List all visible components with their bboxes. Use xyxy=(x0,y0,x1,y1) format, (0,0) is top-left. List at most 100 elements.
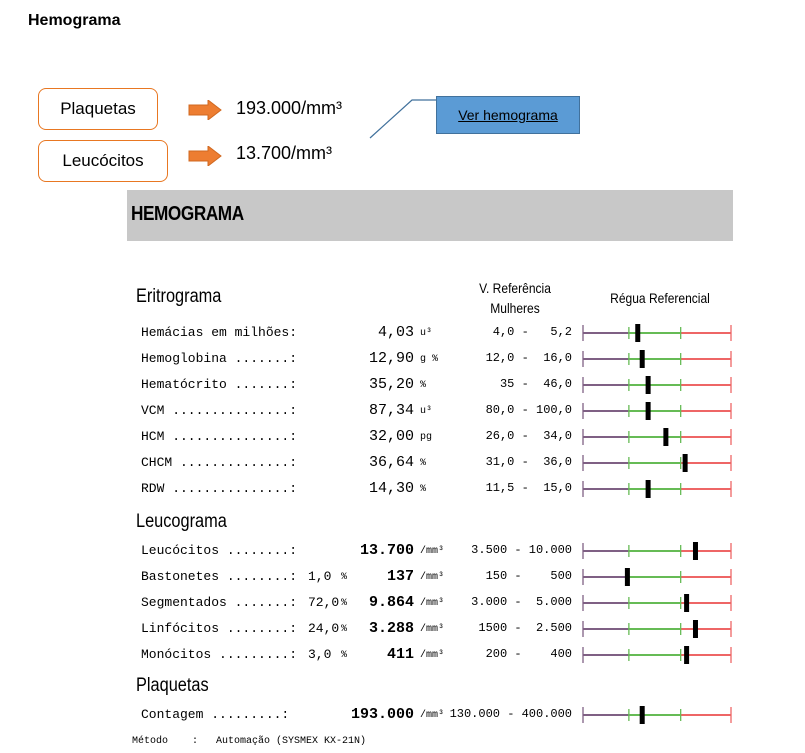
result-label: Contagem .........: xyxy=(141,707,290,722)
reference-range: 150 - 500 xyxy=(485,569,572,583)
ruler-marker xyxy=(624,568,630,586)
reference-range: 130.000 - 400.000 xyxy=(449,707,572,721)
result-percent: 72,0 xyxy=(308,595,340,610)
method-footer: Método : Automação (SYSMEX KX-21N) xyxy=(132,736,367,747)
result-unit: u³ xyxy=(420,328,433,339)
result-value: 3.288 xyxy=(368,620,414,637)
percent-sign: % xyxy=(341,598,348,609)
view-hemogram-button[interactable]: Ver hemograma xyxy=(436,96,580,134)
reference-ruler xyxy=(582,620,732,638)
arrow-right-icon xyxy=(188,146,222,166)
section-title: Eritrograma xyxy=(136,286,222,307)
platelets-label-box: Plaquetas xyxy=(38,88,158,130)
ruler-marker xyxy=(645,402,651,420)
result-label: RDW ...............: xyxy=(141,481,298,496)
reference-range: 3.500 - 10.000 xyxy=(471,543,572,557)
result-label: Monócitos .........: xyxy=(141,647,298,662)
reference-range: 26,0 - 34,0 xyxy=(485,429,572,443)
ruler-marker xyxy=(639,706,645,724)
result-unit: % xyxy=(420,380,427,391)
reference-ruler xyxy=(582,594,732,612)
result-value: 411 xyxy=(386,646,414,663)
ruler-marker xyxy=(684,646,690,664)
ruler-header: Régua Referencial xyxy=(610,290,710,306)
reference-range: 11,5 - 15,0 xyxy=(485,481,572,495)
section-title: Plaquetas xyxy=(136,675,209,696)
result-label: CHCM ..............: xyxy=(141,455,298,470)
platelets-label: Plaquetas xyxy=(60,99,136,118)
reference-range: 12,0 - 16,0 xyxy=(485,351,572,365)
reference-ruler xyxy=(582,402,732,420)
result-unit: /mm³ xyxy=(420,546,445,557)
arrow-right-icon xyxy=(188,100,222,120)
reference-range: 4,0 - 5,2 xyxy=(492,325,572,339)
percent-sign: % xyxy=(341,572,348,583)
ruler-marker xyxy=(645,376,651,394)
result-value: 14,30 xyxy=(368,480,414,497)
result-label: Hemácias em milhões: xyxy=(141,325,298,340)
reference-range: 3.000 - 5.000 xyxy=(471,595,572,609)
reference-header-line2: Mulheres xyxy=(490,300,540,316)
reference-ruler xyxy=(582,706,732,724)
result-unit: /mm³ xyxy=(420,598,445,609)
leukocytes-value: 13.700/mm³ xyxy=(236,143,333,163)
reference-ruler xyxy=(582,428,732,446)
result-label: VCM ...............: xyxy=(141,403,298,418)
reference-ruler xyxy=(582,454,732,472)
result-label: Hematócrito .......: xyxy=(141,377,298,392)
ruler-marker xyxy=(692,542,698,560)
result-unit: % xyxy=(420,458,427,469)
page-title: Hemograma xyxy=(28,12,121,29)
result-label: Bastonetes ........: xyxy=(141,569,298,584)
result-label: Segmentados .......: xyxy=(141,595,298,610)
result-value: 137 xyxy=(386,568,414,585)
leukocytes-label: Leucócitos xyxy=(62,151,144,170)
result-unit: /mm³ xyxy=(420,710,445,721)
result-label: Leucócitos ........: xyxy=(141,543,298,558)
reference-header: V. Referência Mulheres xyxy=(468,278,563,318)
percent-sign: % xyxy=(341,650,348,661)
ruler-marker xyxy=(684,594,690,612)
result-unit: g % xyxy=(420,354,439,365)
result-label: HCM ...............: xyxy=(141,429,298,444)
reference-ruler xyxy=(582,568,732,586)
leukocytes-label-box: Leucócitos xyxy=(38,140,168,182)
report-banner xyxy=(127,190,733,241)
result-unit: pg xyxy=(420,432,433,443)
result-percent: 1,0 xyxy=(308,569,332,584)
result-unit: /mm³ xyxy=(420,572,445,583)
reference-header-line1: V. Referência xyxy=(479,280,551,296)
ruler-marker xyxy=(639,350,645,368)
reference-range: 80,0 - 100,0 xyxy=(485,403,572,417)
result-value: 193.000 xyxy=(350,706,414,723)
reference-ruler xyxy=(582,646,732,664)
reference-range: 200 - 400 xyxy=(485,647,572,661)
result-value: 12,90 xyxy=(368,350,414,367)
result-unit: % xyxy=(420,484,427,495)
result-unit: /mm³ xyxy=(420,650,445,661)
result-label: Linfócitos ........: xyxy=(141,621,298,636)
reference-ruler xyxy=(582,480,732,498)
result-unit: u³ xyxy=(420,406,433,417)
result-label: Hemoglobina .......: xyxy=(141,351,298,366)
result-unit: /mm³ xyxy=(420,624,445,635)
ruler-marker xyxy=(645,480,651,498)
ruler-marker xyxy=(682,454,688,472)
result-value: 32,00 xyxy=(368,428,414,445)
ruler-marker xyxy=(635,324,641,342)
result-value: 4,03 xyxy=(377,324,414,341)
reference-range: 1500 - 2.500 xyxy=(478,621,572,635)
result-value: 9.864 xyxy=(368,594,414,611)
reference-ruler xyxy=(582,542,732,560)
result-value: 13.700 xyxy=(359,542,414,559)
percent-sign: % xyxy=(341,624,348,635)
report-title: HEMOGRAMA xyxy=(131,203,244,225)
section-title: Leucograma xyxy=(136,511,227,532)
reference-range: 35 - 46,0 xyxy=(499,377,572,391)
reference-ruler xyxy=(582,324,732,342)
result-value: 35,20 xyxy=(368,376,414,393)
result-value: 87,34 xyxy=(368,402,414,419)
connector-line xyxy=(369,99,436,139)
platelets-value: 193.000/mm³ xyxy=(236,98,343,118)
result-percent: 3,0 xyxy=(308,647,332,662)
